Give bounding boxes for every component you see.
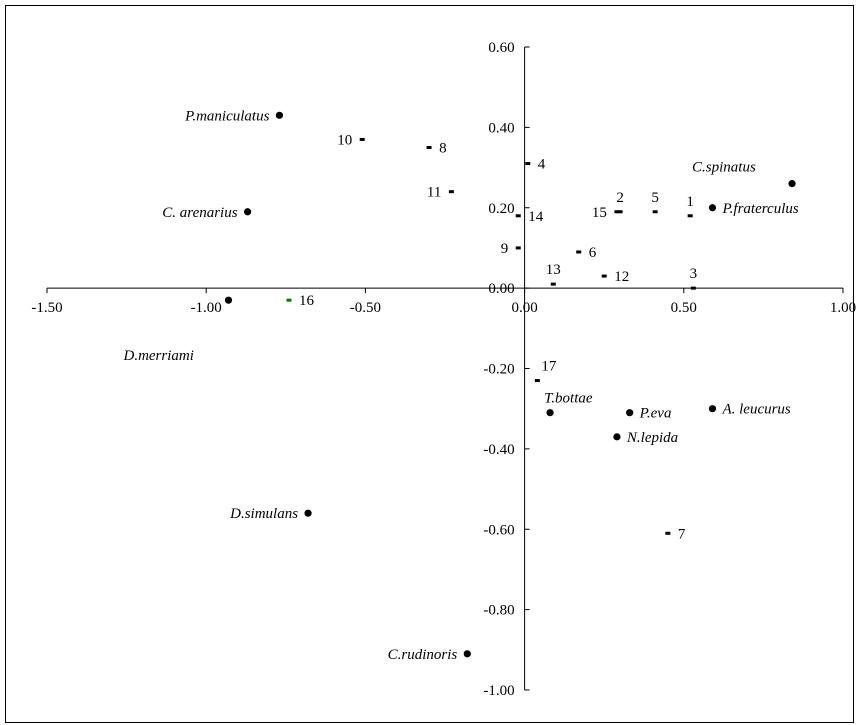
- point-2: [617, 210, 623, 214]
- point-c-rudinoris: [463, 650, 471, 658]
- x-tick-label: -0.50: [350, 300, 381, 316]
- point-p-eva: [626, 409, 634, 417]
- point-label-d-merriami: D.merriami: [122, 348, 193, 364]
- y-axis-ticks: -1.00 -0.80 -0.60 -0.40 -0.20 0.00 0.20 0.40 0.6…: [483, 40, 530, 699]
- point-a-leucurus: [708, 405, 717, 413]
- x-tick-label: 1.00: [830, 300, 856, 316]
- point-t-bottae: [546, 409, 554, 417]
- y-tick-label: 0.60: [488, 40, 514, 56]
- x-tick-label: 0.50: [671, 300, 697, 316]
- point-1: [687, 214, 693, 218]
- point-14: [515, 214, 521, 218]
- point-label-6: 6: [589, 245, 597, 261]
- point-label-n-lepida: N.lepida: [626, 430, 678, 446]
- point-label-p-maniculatus: P.maniculatus: [184, 108, 269, 124]
- point-label-10: 10: [337, 132, 352, 148]
- point-label-13: 13: [546, 262, 561, 278]
- point-8: [426, 145, 432, 149]
- point-label-1: 1: [686, 194, 694, 210]
- point-label-12: 12: [614, 269, 629, 285]
- point-6: [576, 250, 582, 254]
- y-tick-label: 0.40: [488, 120, 514, 136]
- y-tick-label: -0.80: [483, 603, 514, 619]
- y-tick-label: -0.60: [483, 522, 514, 538]
- point-label-2: 2: [616, 190, 624, 206]
- x-tick-label: -1.50: [31, 300, 62, 316]
- point-labels: P.maniculatus C. arenarius D.merriami C.spi…: [122, 108, 798, 663]
- point-label-c-rudinoris: C.rudinoris: [388, 647, 458, 663]
- point-10: [359, 137, 365, 141]
- point-n-lepida: [613, 433, 621, 441]
- x-tick-label: -1.00: [191, 300, 222, 316]
- point-9: [515, 246, 521, 250]
- point-d-simulans: [304, 509, 312, 517]
- point-3: [690, 286, 696, 290]
- point-5: [652, 210, 658, 214]
- point-label-c-spinatus: C.spinatus: [692, 160, 756, 176]
- point-7: [665, 531, 671, 535]
- point-label-5: 5: [651, 190, 659, 206]
- point-label-8: 8: [439, 140, 447, 156]
- y-tick-label: 0.00: [488, 281, 514, 297]
- point-13: [550, 282, 556, 286]
- point-d-merriami: [224, 296, 233, 304]
- point-c-spinatus: [788, 180, 796, 188]
- point-label-16: 16: [299, 293, 315, 309]
- point-label-3: 3: [690, 266, 698, 282]
- point-label-17: 17: [541, 359, 557, 375]
- point-label-11: 11: [427, 185, 441, 201]
- data-points: [224, 111, 796, 658]
- point-label-9: 9: [501, 241, 509, 257]
- point-4: [525, 162, 531, 166]
- point-17: [534, 379, 540, 383]
- point-p-maniculatus: [275, 111, 284, 119]
- point-16: [286, 298, 292, 302]
- y-tick-label: -1.00: [483, 683, 514, 699]
- point-12: [601, 274, 607, 278]
- point-label-d-simulans: D.simulans: [229, 506, 298, 522]
- point-label-t-bottae: T.bottae: [544, 391, 593, 407]
- point-label-14: 14: [528, 209, 544, 225]
- point-label-4: 4: [538, 157, 546, 173]
- point-label-7: 7: [678, 526, 686, 542]
- point-p-fraterculus: [708, 204, 717, 212]
- point-label-15: 15: [592, 205, 607, 221]
- point-label-c-arenarius: C. arenarius: [162, 205, 237, 221]
- point-11: [448, 190, 454, 194]
- y-tick-label: 0.20: [488, 201, 514, 217]
- x-axis-ticks: -1.50 -1.00 -0.50 0.00 0.50 1.00: [31, 288, 856, 316]
- y-tick-label: -0.40: [483, 442, 514, 458]
- point-c-arenarius: [243, 208, 252, 216]
- point-label-a-leucurus: A. leucurus: [721, 402, 790, 418]
- chart-border: [5, 5, 854, 723]
- y-tick-label: -0.20: [483, 362, 514, 378]
- point-label-p-eva: P.eva: [639, 406, 672, 422]
- x-tick-label: 0.00: [511, 300, 537, 316]
- point-label-p-fraterculus: P.fraterculus: [721, 201, 798, 217]
- point-15: [614, 210, 620, 214]
